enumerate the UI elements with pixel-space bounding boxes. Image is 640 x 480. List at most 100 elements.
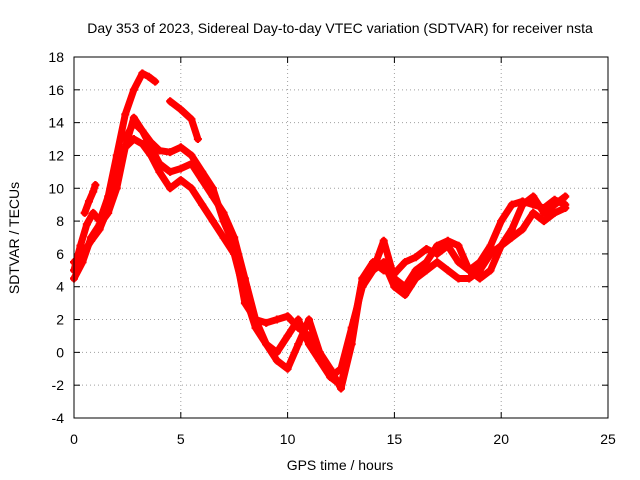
- data-point: [84, 197, 93, 206]
- data-point: [166, 184, 175, 193]
- data-point: [80, 208, 89, 217]
- data-point: [507, 200, 516, 209]
- data-point: [283, 331, 292, 340]
- data-point: [144, 72, 153, 81]
- data-point: [155, 167, 164, 176]
- chart-title: Day 353 of 2023, Sidereal Day-to-day VTE…: [87, 20, 593, 36]
- data-point: [187, 184, 196, 193]
- data-point: [475, 274, 484, 283]
- data-point: [251, 323, 260, 332]
- data-point: [294, 323, 303, 332]
- data-point: [550, 195, 559, 204]
- data-point: [138, 126, 147, 135]
- data-point: [121, 110, 130, 119]
- data-point: [379, 236, 388, 245]
- data-point: [208, 217, 217, 226]
- data-point: [507, 225, 516, 234]
- data-point: [337, 384, 345, 393]
- data-point: [497, 241, 506, 250]
- data-point: [294, 315, 303, 324]
- data-point: [272, 348, 281, 357]
- data-point: [146, 151, 155, 160]
- x-tick-label: 0: [70, 431, 78, 447]
- data-point: [475, 266, 484, 275]
- data-point: [198, 167, 207, 176]
- x-tick-label: 20: [493, 431, 509, 447]
- data-point: [422, 258, 431, 267]
- data-points: [70, 69, 570, 393]
- data-point: [176, 164, 185, 173]
- data-point: [315, 348, 324, 357]
- data-point: [529, 208, 538, 217]
- data-point: [454, 241, 463, 250]
- data-point: [112, 167, 121, 176]
- data-point: [401, 258, 410, 267]
- data-point: [518, 197, 527, 206]
- data-point: [422, 266, 431, 275]
- series-trace-5: [166, 97, 202, 144]
- data-point: [121, 143, 130, 152]
- y-tick-label: 6: [56, 246, 64, 262]
- data-point: [129, 135, 138, 144]
- data-point: [198, 200, 207, 209]
- y-tick-label: 0: [56, 344, 64, 360]
- data-point: [121, 135, 130, 144]
- x-tick-label: 25: [600, 431, 616, 447]
- data-point: [166, 167, 175, 176]
- y-tick-label: 14: [48, 115, 64, 131]
- y-tick-label: 16: [48, 82, 64, 98]
- data-point: [497, 217, 506, 226]
- y-tick-label: 8: [56, 213, 64, 229]
- y-tick-label: 2: [56, 312, 64, 328]
- data-point: [230, 241, 239, 250]
- data-point: [166, 148, 175, 157]
- x-axis-label: GPS time / hours: [287, 457, 394, 473]
- data-point: [379, 258, 388, 267]
- data-point: [187, 115, 196, 124]
- x-tick-label: 5: [177, 431, 185, 447]
- data-point: [82, 220, 91, 229]
- data-point: [507, 233, 516, 242]
- data-point: [219, 233, 228, 242]
- data-point: [347, 340, 356, 349]
- data-point: [129, 85, 138, 94]
- plot-frame: [73, 56, 609, 419]
- data-point: [272, 315, 281, 324]
- data-point: [176, 105, 185, 114]
- data-point: [486, 266, 495, 275]
- y-tick-label: -2: [52, 377, 65, 393]
- data-point: [529, 200, 538, 209]
- data-point: [475, 258, 484, 267]
- data-point: [294, 340, 303, 349]
- data-point: [443, 241, 452, 250]
- data-point: [401, 290, 410, 299]
- data-point: [561, 200, 570, 209]
- data-point: [390, 282, 399, 291]
- series-trace-4: [121, 118, 570, 393]
- data-point: [443, 266, 452, 275]
- data-point: [539, 217, 548, 226]
- data-point: [465, 274, 474, 283]
- data-point: [433, 258, 442, 267]
- data-point: [411, 253, 420, 262]
- series-trace: [166, 97, 202, 143]
- data-point: [240, 299, 249, 308]
- data-point: [129, 118, 138, 127]
- data-point: [219, 217, 228, 226]
- data-point: [539, 203, 548, 212]
- series-trace-6: [80, 180, 100, 217]
- data-point: [486, 241, 495, 250]
- data-point: [176, 176, 185, 185]
- data-point: [411, 266, 420, 275]
- y-tick-label: 12: [48, 147, 64, 163]
- data-point: [138, 139, 147, 148]
- data-point: [411, 274, 420, 283]
- grid: [74, 57, 608, 418]
- data-point: [87, 236, 96, 245]
- y-tick-label: 10: [48, 180, 64, 196]
- data-point: [151, 77, 160, 86]
- y-tick-label: 18: [48, 49, 64, 65]
- data-point: [433, 249, 442, 258]
- data-point: [146, 138, 155, 147]
